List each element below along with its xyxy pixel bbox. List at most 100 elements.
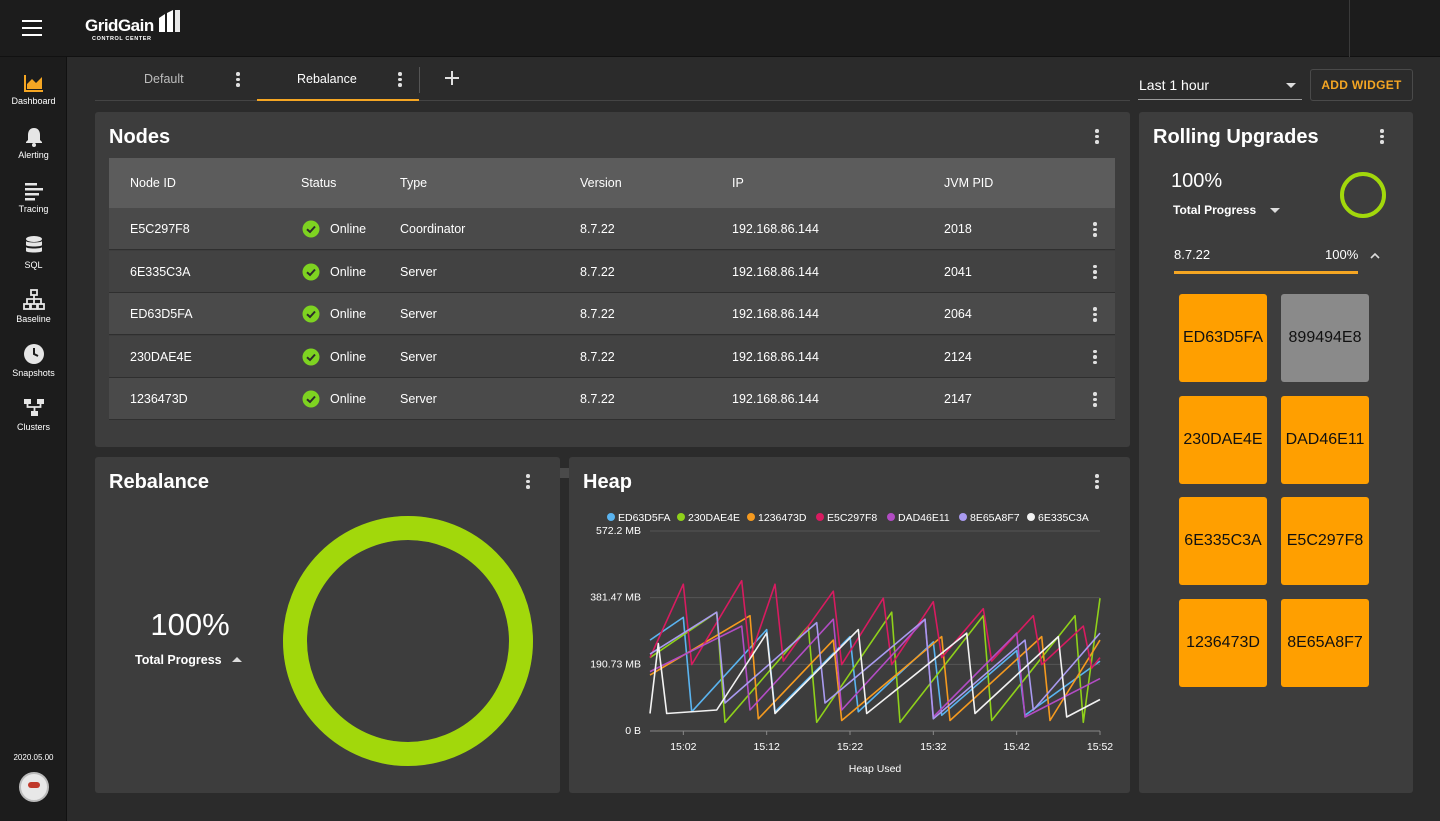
rolling-upgrades-widget: Rolling Upgrades 100% Total Progress 8.7… bbox=[1139, 112, 1413, 793]
logo-text: GridGain bbox=[85, 16, 154, 35]
legend-label: 6E335C3A bbox=[1038, 512, 1089, 524]
series-line-1236473d bbox=[649, 614, 1101, 722]
ring-fill bbox=[283, 516, 533, 766]
nodes-table: Node ID Status Type Version IP JVM PID E… bbox=[109, 158, 1115, 478]
nodes-kebab-icon[interactable] bbox=[1093, 129, 1101, 145]
legend-item[interactable]: DAD46E11 bbox=[887, 512, 950, 524]
chevron-up-icon[interactable] bbox=[232, 657, 242, 662]
heap-kebab-icon[interactable] bbox=[1093, 474, 1101, 490]
series-line-ed63d5fa bbox=[649, 616, 1101, 717]
upgrade-version-percent: 100% bbox=[1325, 247, 1359, 262]
legend-item[interactable]: 1236473D bbox=[747, 512, 806, 524]
cell-pid: 2124 bbox=[944, 349, 972, 364]
upgrade-node-tile[interactable]: 1236473D bbox=[1179, 598, 1267, 687]
logo-mark-icon bbox=[159, 10, 180, 32]
upgrades-percent: 100% bbox=[1171, 170, 1223, 192]
column-header[interactable]: Type bbox=[400, 176, 428, 190]
y-tick-label: 0 B bbox=[625, 725, 641, 737]
x-tick-label: 15:32 bbox=[920, 741, 946, 753]
upgrade-node-tile[interactable]: ED63D5FA bbox=[1179, 294, 1267, 382]
legend-label: 230DAE4E bbox=[688, 512, 740, 524]
sidebar-item-baseline[interactable]: Baseline bbox=[0, 289, 67, 339]
sidebar-item-tracing[interactable]: Tracing bbox=[0, 181, 67, 231]
cell-id: ED63D5FA bbox=[130, 307, 193, 321]
x-tick-label: 15:12 bbox=[754, 741, 780, 753]
cell-pid: 2018 bbox=[944, 222, 972, 236]
cell-type: Server bbox=[400, 392, 437, 406]
ring-fill bbox=[1340, 172, 1386, 218]
tab-rebalance[interactable]: Rebalance bbox=[257, 57, 419, 101]
menu-icon[interactable] bbox=[22, 20, 42, 36]
cell-ip: 192.168.86.144 bbox=[732, 392, 819, 406]
baseline-icon bbox=[22, 289, 45, 310]
x-axis-label: Heap Used bbox=[849, 763, 902, 775]
cell-ip: 192.168.86.144 bbox=[732, 222, 819, 236]
rebalance-title: Rebalance bbox=[109, 471, 210, 493]
table-row[interactable]: 6E335C3A Online Server 8.7.22 192.168.86.144… bbox=[109, 250, 1115, 293]
dashboard-tabs: Default Rebalance bbox=[95, 57, 1130, 101]
add-tab-icon[interactable] bbox=[443, 69, 461, 87]
upgrade-version: 8.7.22 bbox=[1174, 247, 1211, 262]
upgrade-node-tile[interactable]: 6E335C3A bbox=[1179, 497, 1267, 585]
add-widget-button[interactable]: ADD WIDGET bbox=[1310, 69, 1413, 101]
chevron-down-icon[interactable] bbox=[1270, 208, 1280, 213]
legend-dot-icon bbox=[959, 513, 967, 521]
legend-item[interactable]: 6E335C3A bbox=[1027, 512, 1089, 524]
column-header[interactable]: Node ID bbox=[130, 176, 176, 190]
table-row[interactable]: 230DAE4E Online Server 8.7.22 192.168.86.144… bbox=[109, 335, 1115, 378]
legend-dot-icon bbox=[816, 513, 824, 521]
column-header[interactable]: IP bbox=[732, 176, 744, 190]
upgrade-node-tile[interactable]: DAD46E11 bbox=[1281, 395, 1369, 484]
sidebar-item-dashboard[interactable]: Dashboard bbox=[0, 73, 67, 123]
tab-default-kebab-icon[interactable] bbox=[234, 72, 242, 88]
sidebar-item-label: Tracing bbox=[18, 204, 49, 214]
time-range-select[interactable]: Last 1 hour bbox=[1138, 72, 1302, 100]
legend-label: 1236473D bbox=[758, 512, 807, 524]
cell-type: Server bbox=[400, 264, 437, 279]
upgrade-version-bar bbox=[1174, 271, 1358, 274]
rebalance-percent: 100% bbox=[150, 607, 230, 642]
row-kebab-icon[interactable] bbox=[1091, 349, 1099, 366]
x-tick-label: 15:22 bbox=[837, 741, 863, 753]
upgrade-version-bar-fill bbox=[1174, 271, 1358, 274]
sidebar-item-snapshots[interactable]: Snapshots bbox=[0, 343, 67, 393]
tab-default[interactable]: Default bbox=[95, 57, 255, 101]
rebalance-kebab-icon[interactable] bbox=[524, 474, 532, 490]
legend-item[interactable]: ED63D5FA bbox=[607, 512, 671, 524]
cell-version: 8.7.22 bbox=[580, 264, 615, 279]
legend-dot-icon bbox=[677, 513, 685, 521]
x-tick-label: 15:42 bbox=[1004, 741, 1030, 753]
row-kebab-icon[interactable] bbox=[1091, 264, 1099, 281]
rolling-upgrades-kebab-icon[interactable] bbox=[1378, 129, 1386, 145]
cell-type: Coordinator bbox=[400, 222, 466, 236]
upgrades-progress-ring bbox=[1340, 172, 1386, 218]
cell-pid: 2064 bbox=[944, 307, 972, 321]
sidebar-item-sql[interactable]: SQL bbox=[0, 235, 67, 285]
column-header[interactable]: Version bbox=[580, 176, 622, 190]
legend-item[interactable]: E5C297F8 bbox=[816, 512, 877, 524]
chevron-up-icon[interactable] bbox=[1369, 251, 1381, 259]
upgrade-node-tile[interactable]: 230DAE4E bbox=[1179, 395, 1267, 484]
upgrade-node-tile[interactable]: 8E65A8F7 bbox=[1281, 598, 1369, 687]
legend-item[interactable]: 230DAE4E bbox=[677, 512, 740, 524]
column-header[interactable]: JVM PID bbox=[944, 176, 994, 190]
table-row[interactable]: E5C297F8 Online Coordinator 8.7.22 192.168.8… bbox=[109, 208, 1115, 250]
heap-chart: 0 B 190.73 MB 381.47 MB 572.2 MB 15:02 15:12 1… bbox=[590, 525, 1113, 775]
sidebar-item-clusters[interactable]: Clusters bbox=[0, 397, 67, 447]
table-row[interactable]: ED63D5FA Online Server 8.7.22 192.168.86.144… bbox=[109, 293, 1115, 335]
chevron-down-icon bbox=[1286, 83, 1296, 88]
row-kebab-icon[interactable] bbox=[1091, 392, 1099, 408]
sidebar-item-alerting[interactable]: Alerting bbox=[0, 127, 67, 177]
upgrade-node-tile[interactable]: 899494E8 bbox=[1281, 294, 1369, 382]
tab-rebalance-kebab-icon[interactable] bbox=[396, 72, 404, 88]
legend-label: DAD46E11 bbox=[898, 512, 950, 524]
legend-item[interactable]: 8E65A8F7 bbox=[959, 512, 1020, 524]
table-row[interactable]: 1236473D Online Server 8.7.22 192.168.86.144… bbox=[109, 378, 1115, 420]
legend-label: ED63D5FA bbox=[618, 512, 671, 524]
row-kebab-icon[interactable] bbox=[1091, 307, 1099, 323]
upgrade-node-tile[interactable]: E5C297F8 bbox=[1281, 497, 1369, 585]
column-header[interactable]: Status bbox=[301, 176, 337, 190]
x-tick-label: 15:52 bbox=[1087, 741, 1113, 753]
row-kebab-icon[interactable] bbox=[1091, 222, 1099, 238]
y-tick-label: 381.47 MB bbox=[590, 592, 641, 604]
